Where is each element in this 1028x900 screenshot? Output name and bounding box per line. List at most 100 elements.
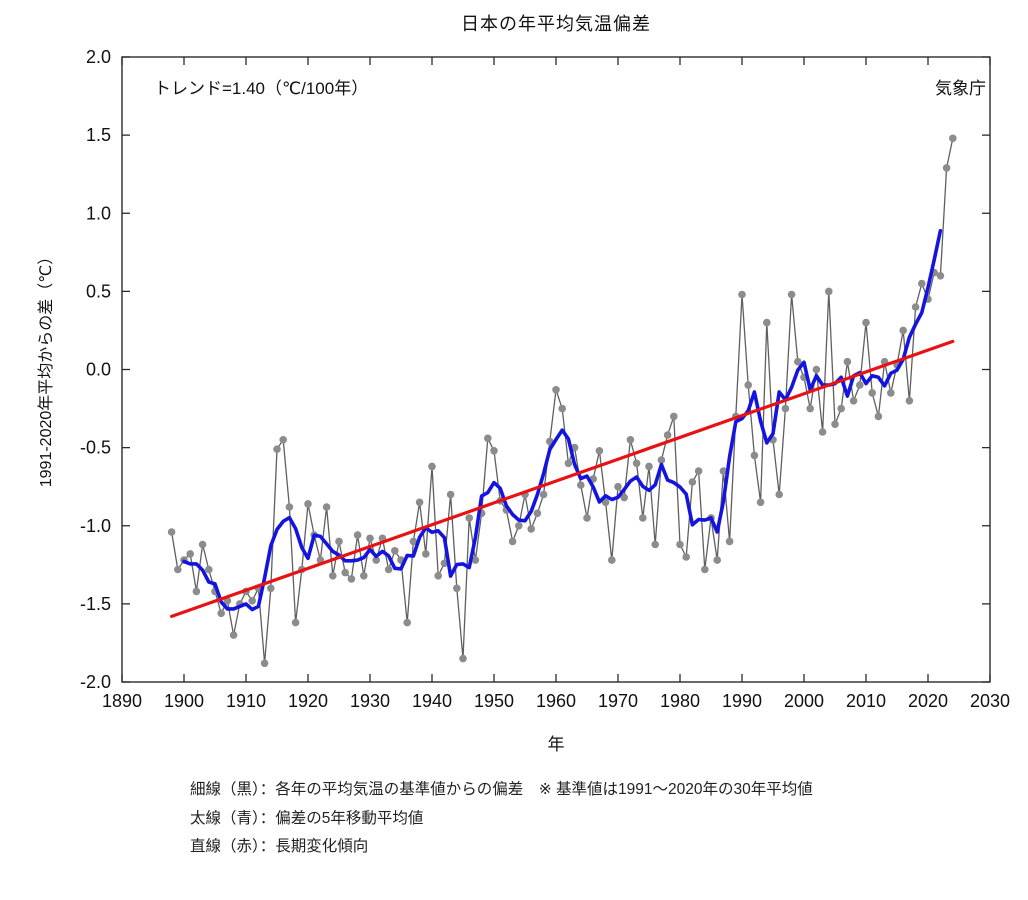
annual-dot [849, 397, 858, 405]
annual-dot [322, 503, 331, 511]
x-tick-label: 1890 [102, 691, 142, 711]
annual-dot [205, 565, 213, 574]
annual-dot [936, 272, 945, 280]
annual-dot [812, 365, 821, 374]
annual-dot [620, 493, 628, 502]
annual-dot [905, 397, 914, 405]
x-tick-label: 2030 [970, 691, 1010, 711]
annual-dot [366, 534, 374, 543]
annual-dot [446, 490, 455, 499]
annual-dot [874, 412, 883, 421]
y-tick-label: 1.0 [86, 203, 111, 223]
moving-average-line [182, 229, 943, 612]
annual-dot [515, 522, 523, 530]
annual-dot [670, 412, 678, 421]
annual-dot [341, 568, 350, 577]
annual-series [167, 134, 957, 668]
annual-dot [415, 498, 424, 507]
x-tick-label: 1900 [164, 691, 204, 711]
x-tick-label: 1990 [722, 691, 762, 711]
annual-dot [229, 631, 238, 639]
trend-annotation: トレンド=1.40（℃/100年） [154, 79, 369, 98]
annual-dot [738, 290, 746, 299]
annual-dot [484, 434, 492, 443]
trend-line [170, 339, 955, 618]
annual-dot [719, 467, 728, 475]
x-tick-label: 1940 [412, 691, 452, 711]
annual-dot [304, 500, 312, 508]
annual-dot [949, 134, 957, 143]
annual-dot [533, 509, 542, 518]
legend-line-moving-average: 太線（青）：偏差の5年移動平均値 [190, 809, 424, 827]
annual-dot [632, 459, 641, 468]
y-tick-label: -0.5 [80, 438, 111, 458]
x-tick-label: 1930 [350, 691, 390, 711]
annual-dot [577, 481, 585, 489]
annual-dot [539, 490, 548, 499]
annual-dot [198, 540, 207, 549]
annual-dot [440, 559, 449, 568]
annual-dot [899, 326, 907, 335]
annual-line [170, 138, 954, 664]
legend: 細線（黒）：各年の平均気温の基準値からの偏差 ※ 基準値は1991～2020年の… [190, 776, 813, 862]
x-tick-label: 1980 [660, 691, 700, 711]
axes: 1890 1900 1910 1920 1930 1940 1950 1960 1970 1980… [80, 47, 1010, 711]
annual-dot [248, 597, 256, 605]
annual-dot [601, 498, 610, 507]
annual-dot [490, 447, 498, 455]
annual-dot [329, 572, 337, 580]
annual-dot [372, 556, 381, 564]
x-tick-label: 1960 [536, 691, 576, 711]
annual-dot [843, 357, 852, 366]
annual-dot [713, 556, 721, 564]
y-tick-label: 1.5 [86, 125, 111, 145]
annual-dot [837, 404, 845, 413]
annual-dot [471, 556, 480, 564]
annual-dot [626, 436, 635, 444]
x-axis-title: 年 [547, 735, 565, 754]
annual-dot [353, 531, 362, 539]
annual-dot [775, 490, 783, 499]
annual-dot [174, 565, 182, 574]
annual-dot [657, 456, 666, 464]
annual-dot [428, 462, 436, 471]
annual-dot [787, 290, 796, 299]
annual-dot [459, 654, 467, 663]
annual-dot [279, 436, 288, 444]
annual-dot [862, 318, 870, 327]
x-tick-label: 2010 [846, 691, 886, 711]
annual-dot [608, 556, 616, 564]
annual-dot [756, 498, 765, 507]
annual-dot [663, 431, 672, 439]
annual-dot [583, 514, 591, 522]
annual-dot [806, 404, 814, 413]
annual-dot [465, 514, 474, 522]
annual-dot [595, 447, 604, 455]
y-tick-label: 0.5 [86, 281, 111, 301]
annual-dot [564, 459, 573, 468]
annual-dot [825, 287, 833, 296]
y-tick-label: -1.0 [80, 516, 111, 536]
plot-area: 1890 1900 1910 1920 1930 1940 1950 1960 1970 1980… [80, 47, 1010, 711]
x-tick-label: 1920 [288, 691, 328, 711]
annual-dot [422, 550, 430, 558]
annual-dot [651, 540, 659, 549]
annual-dot [552, 386, 560, 394]
annual-dot [750, 451, 759, 460]
annual-dot [856, 381, 864, 389]
y-tick-label: -1.5 [80, 594, 111, 614]
chart-title: 日本の年平均気温偏差 [461, 14, 651, 34]
y-tick-label: 0.0 [86, 360, 111, 380]
annual-dot [701, 565, 709, 574]
legend-line-annual: 細線（黒）：各年の平均気温の基準値からの偏差 ※ 基準値は1991～2020年の… [190, 781, 813, 798]
annual-dot [409, 537, 418, 546]
annual-dot [434, 572, 443, 580]
legend-line-trend: 直線（赤）：長期変化傾向 [190, 838, 369, 856]
annual-dot [403, 618, 412, 627]
annual-dot [887, 389, 895, 397]
annual-dot [911, 303, 920, 311]
x-tick-label: 2000 [784, 691, 824, 711]
annual-dot [868, 389, 876, 397]
annual-dot [614, 482, 622, 491]
annual-dot [558, 404, 566, 413]
